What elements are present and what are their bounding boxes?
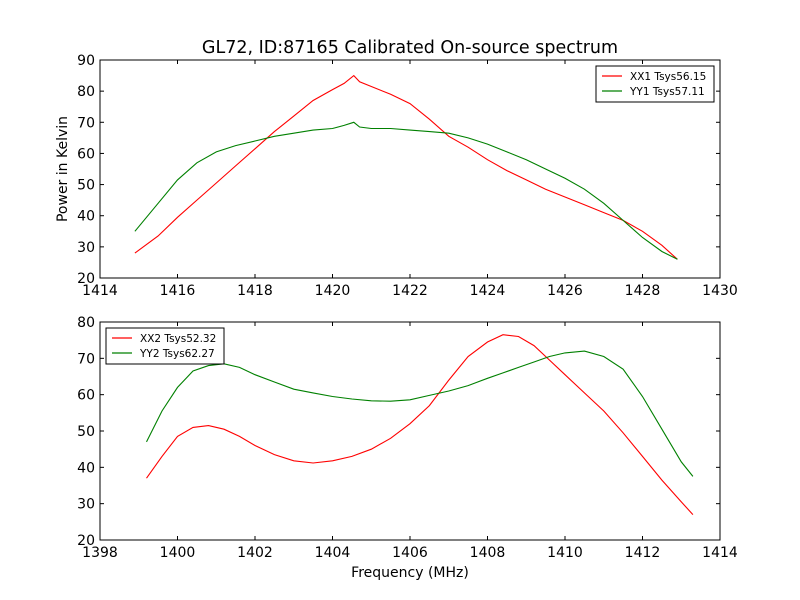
legend-label: YY2 Tsys62.27 xyxy=(139,348,215,360)
series-line-yy2 xyxy=(146,350,694,477)
y-tick-label: 50 xyxy=(77,424,95,440)
x-tick-label: 1404 xyxy=(315,545,351,561)
x-axis-label: Frequency (MHz) xyxy=(351,565,469,581)
top-spectrum-panel: 1414 1416 1418 1420 1422 1424 1426 1428 1430 20 30… xyxy=(77,53,738,299)
x-tick-label: 1406 xyxy=(392,545,428,561)
x-tick-label: 1414 xyxy=(82,283,118,299)
x-tick-label: 1418 xyxy=(237,283,273,299)
y-tick-label: 20 xyxy=(77,271,95,287)
y-tick-label: 20 xyxy=(77,533,95,549)
x-tick-label: 1424 xyxy=(470,283,506,299)
x-tick-label: 1408 xyxy=(470,545,506,561)
y-tick-label: 30 xyxy=(77,240,95,256)
x-tick-label: 1402 xyxy=(237,545,273,561)
x-tick-label: 1412 xyxy=(625,545,661,561)
y-tick-label: 40 xyxy=(77,209,95,225)
y-tick-label: 90 xyxy=(77,53,95,69)
y-tick-label: 40 xyxy=(77,460,95,476)
x-tick-label: 1426 xyxy=(547,283,583,299)
x-tick-label: 1400 xyxy=(160,545,196,561)
bottom-spectrum-panel: 1398 1400 1402 1404 1406 1408 1410 1412 1414 20 30… xyxy=(77,315,738,561)
y-tick-label: 30 xyxy=(77,497,95,513)
x-tick-label: 1422 xyxy=(392,283,428,299)
legend: XX2 Tsys52.32 YY2 Tsys62.27 xyxy=(105,327,225,365)
x-tick-label: 1428 xyxy=(625,283,661,299)
y-tick-label: 80 xyxy=(77,84,95,100)
y-tick-label: 60 xyxy=(77,388,95,404)
x-tick-label: 1410 xyxy=(547,545,583,561)
legend-box xyxy=(105,327,225,365)
legend-box xyxy=(595,65,715,103)
figure-title: GL72, ID:87165 Calibrated On-source spec… xyxy=(202,38,618,58)
y-tick-label: 50 xyxy=(77,178,95,194)
legend-label: YY1 Tsys57.11 xyxy=(629,86,705,98)
x-tick-label: 1420 xyxy=(315,283,351,299)
y-tick-label: 70 xyxy=(77,115,95,131)
y-axis-label: Power in Kelvin xyxy=(55,116,71,222)
legend-label: XX2 Tsys52.32 xyxy=(140,333,216,345)
y-tick-label: 80 xyxy=(77,315,95,331)
x-tick-label: 1416 xyxy=(160,283,196,299)
y-tick-label: 60 xyxy=(77,146,95,162)
legend-label: XX1 Tsys56.15 xyxy=(630,71,706,83)
x-tick-label: 1430 xyxy=(702,283,738,299)
series-line-yy1 xyxy=(134,121,678,260)
series-line-xx2 xyxy=(146,334,694,515)
y-tick-label: 70 xyxy=(77,351,95,367)
series-line-xx1 xyxy=(134,74,678,260)
x-tick-label: 1398 xyxy=(82,545,118,561)
legend: XX1 Tsys56.15 YY1 Tsys57.11 xyxy=(595,65,715,103)
x-tick-label: 1414 xyxy=(702,545,738,561)
